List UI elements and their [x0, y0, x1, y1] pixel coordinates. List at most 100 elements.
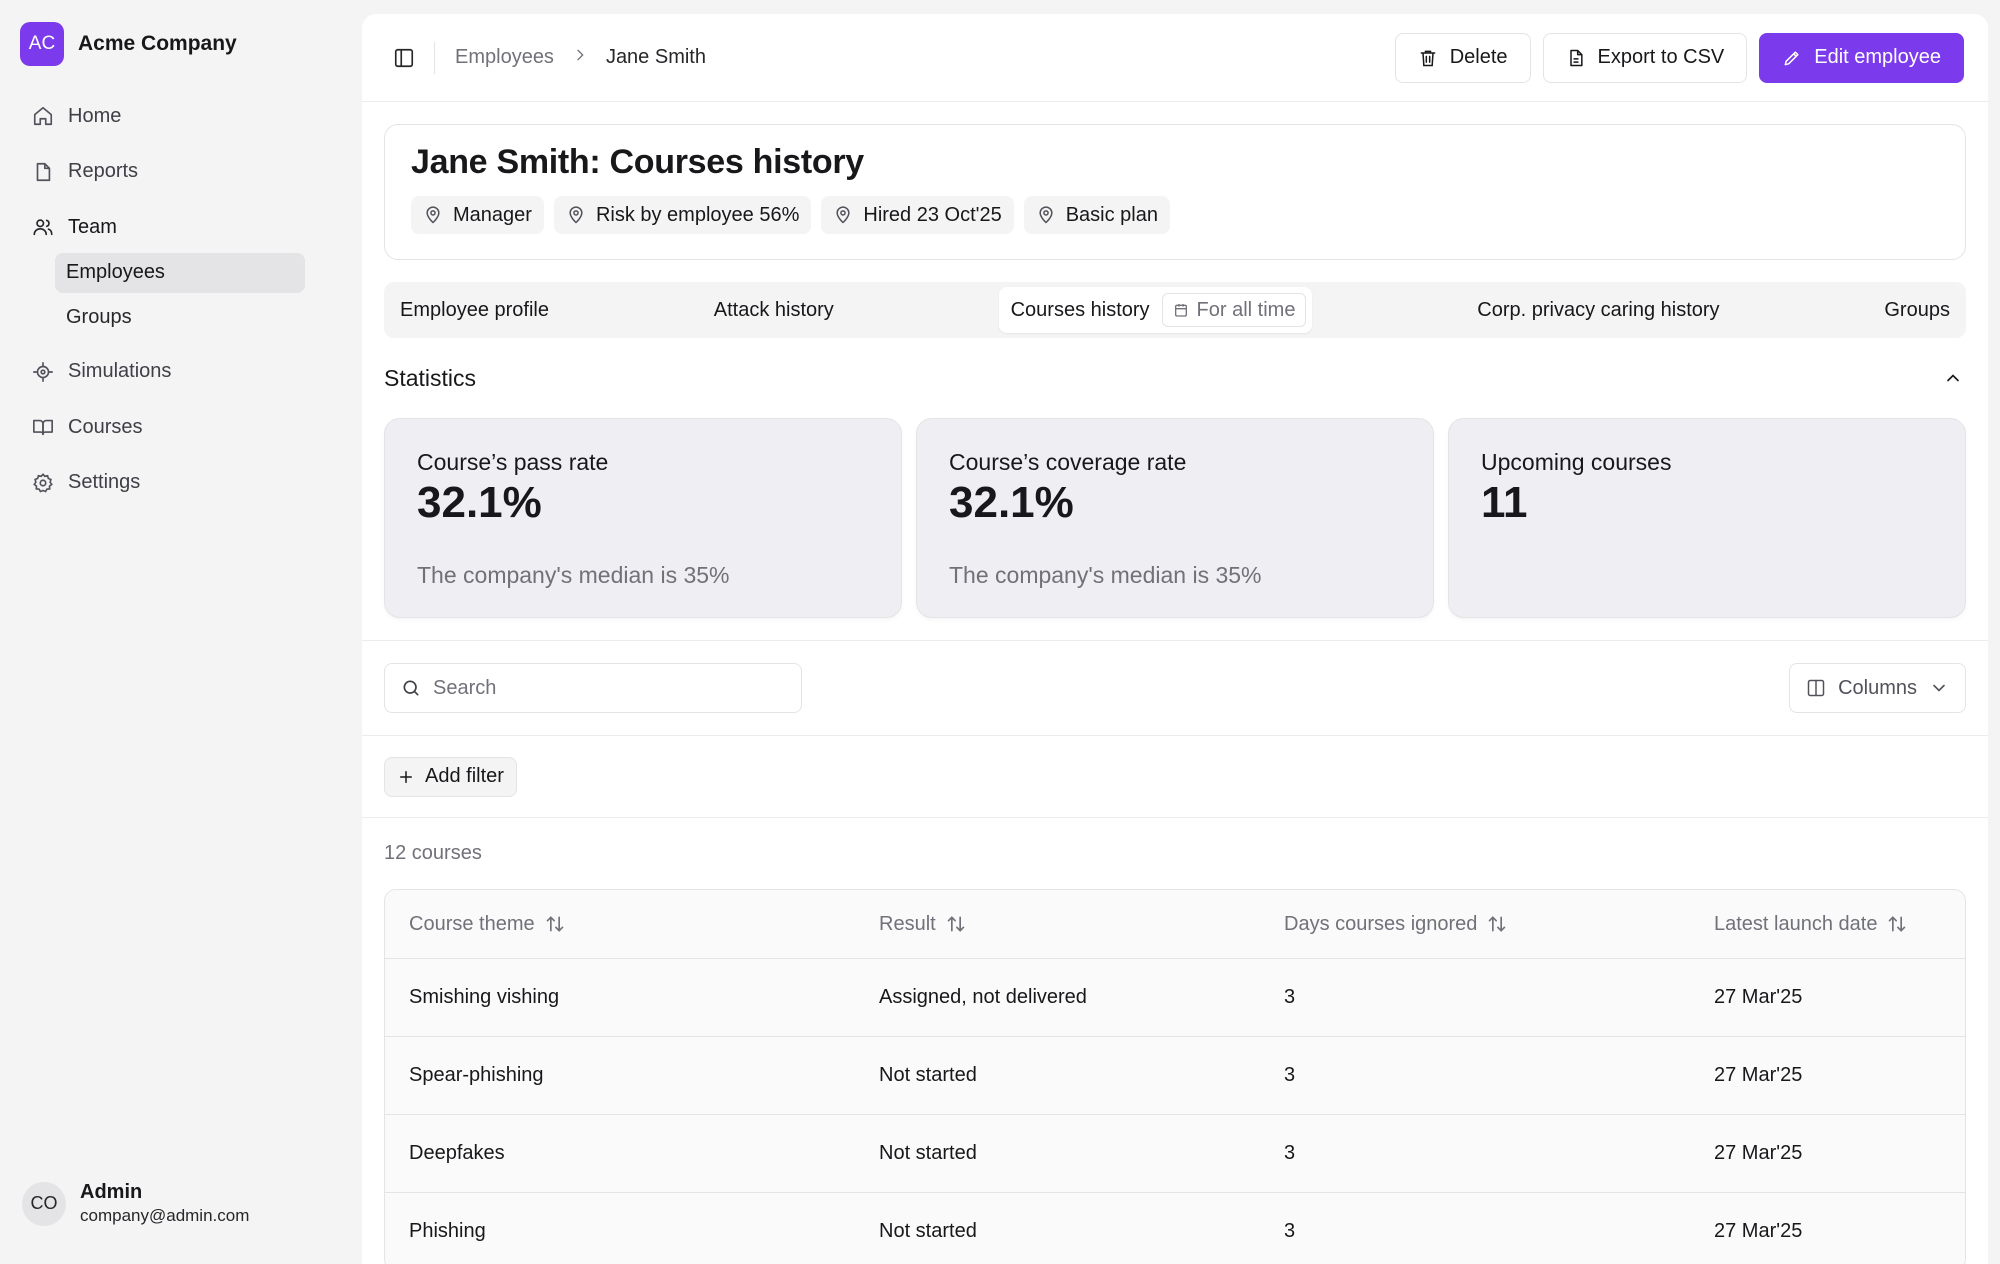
nav-team-label: Team	[68, 215, 117, 238]
chip-label: Manager	[453, 203, 532, 226]
statistics-title: Statistics	[384, 364, 477, 391]
cell-course-theme: Smishing vishing	[409, 986, 560, 1008]
map-pin-icon	[569, 206, 583, 224]
delete-label: Delete	[1449, 46, 1508, 68]
sort-days-ignored[interactable]: Days courses ignored	[1284, 913, 1714, 936]
cell-days-ignored: 3	[1284, 1220, 1296, 1242]
tab-courses-label: Courses history	[1010, 298, 1150, 321]
nav-simulations-label: Simulations	[68, 360, 172, 382]
stat-subtext: The company's median is 35%	[949, 562, 1262, 588]
cell-launch-date: 27 Mar'25	[1714, 1220, 1803, 1242]
chevron-up-icon	[1947, 374, 1959, 382]
nav-courses[interactable]: Courses	[20, 407, 342, 447]
columns-label: Columns	[1838, 676, 1917, 699]
sort-course-theme[interactable]: Course theme	[409, 913, 879, 936]
chevron-right-icon	[572, 46, 588, 69]
nav-home[interactable]: Home	[20, 96, 342, 136]
employee-header: Jane Smith: Courses history Manager Risk…	[384, 124, 1966, 260]
company-logo: AC	[20, 22, 64, 66]
sort-icon	[1889, 916, 1906, 932]
search-box[interactable]	[384, 663, 802, 713]
column-header: Latest launch date	[1714, 912, 1878, 935]
table-row[interactable]: Phishing Not started 3 27 Mar'25	[385, 1192, 1965, 1264]
sort-latest-launch[interactable]: Latest launch date	[1714, 913, 1965, 936]
divider	[362, 640, 1988, 641]
tab-privacy-history[interactable]: Corp. privacy caring history	[1477, 298, 1720, 321]
stat-card-coverage-rate: Course’s coverage rate 32.1% The company…	[916, 418, 1434, 618]
tab-courses-history[interactable]: Courses history For all time	[998, 287, 1313, 333]
tab-attack-history[interactable]: Attack history	[713, 298, 834, 321]
search-icon	[403, 680, 419, 696]
courses-table: Course theme Result Days courses ignored…	[384, 889, 1966, 1264]
cell-launch-date: 27 Mar'25	[1714, 1142, 1803, 1164]
book-icon	[33, 419, 53, 436]
columns-dropdown[interactable]: Columns	[1789, 663, 1966, 713]
topbar: Employees Jane Smith Delete Export to CS…	[362, 14, 1988, 102]
chip-label: Basic plan	[1065, 203, 1158, 226]
breadcrumb-current: Jane Smith	[605, 46, 706, 68]
statistics-cards: Course’s pass rate 32.1% The company's m…	[384, 418, 1966, 618]
chevron-down-icon	[1933, 684, 1945, 692]
table-row[interactable]: Deepfakes Not started 3 27 Mar'25	[385, 1114, 1965, 1192]
table-row[interactable]: Smishing vishing Assigned, not delivered…	[385, 958, 1965, 1036]
company-switcher[interactable]: AC Acme Company	[20, 20, 342, 68]
sidebar-toggle-button[interactable]	[390, 44, 418, 72]
table-row[interactable]: Spear-phishing Not started 3 27 Mar'25	[385, 1036, 1965, 1114]
trash-icon	[1420, 50, 1436, 66]
stat-label: Course’s pass rate	[417, 449, 609, 475]
panel-left-icon	[394, 48, 414, 67]
sort-result[interactable]: Result	[879, 913, 1284, 936]
search-input[interactable]	[433, 676, 785, 700]
nav-simulations[interactable]: Simulations	[20, 352, 342, 392]
nav-home-label: Home	[68, 104, 122, 127]
add-filter-label: Add filter	[425, 765, 504, 787]
calendar-icon	[1174, 304, 1187, 317]
tab-employee-profile[interactable]: Employee profile	[400, 298, 549, 321]
delete-button[interactable]: Delete	[1394, 32, 1531, 83]
main-nav: Home Reports Team Employees Groups Simul…	[20, 96, 342, 503]
user-menu[interactable]: CO Admin company@admin.com	[22, 1181, 249, 1226]
team-subnav: Employees Groups	[55, 252, 342, 338]
avatar: CO	[22, 1181, 66, 1226]
edit-employee-button[interactable]: Edit employee	[1759, 32, 1964, 83]
cell-launch-date: 27 Mar'25	[1714, 1064, 1803, 1086]
sort-icon	[1489, 916, 1506, 932]
stat-card-pass-rate: Course’s pass rate 32.1% The company's m…	[384, 418, 902, 618]
nav-reports[interactable]: Reports	[20, 152, 342, 192]
stat-value: 32.1%	[417, 478, 542, 527]
cell-days-ignored: 3	[1284, 1142, 1296, 1164]
company-name: Acme Company	[78, 32, 237, 55]
cell-days-ignored: 3	[1284, 1064, 1296, 1086]
column-header: Days courses ignored	[1284, 912, 1478, 935]
tab-groups[interactable]: Groups	[1884, 298, 1950, 321]
map-pin-icon	[1039, 206, 1053, 224]
nav-groups[interactable]: Groups	[66, 306, 132, 328]
edit-label: Edit employee	[1814, 46, 1941, 68]
chip-risk: Risk by employee 56%	[553, 196, 812, 234]
plus-icon	[400, 770, 412, 783]
chip-hired: Hired 23 Oct'25	[821, 196, 1014, 234]
result-count: 12 courses	[362, 817, 1988, 889]
breadcrumb-employees[interactable]: Employees	[455, 46, 554, 68]
export-label: Export to CSV	[1597, 46, 1725, 68]
date-range-picker[interactable]: For all time	[1161, 293, 1307, 327]
add-filter-button[interactable]: Add filter	[384, 756, 517, 797]
export-csv-button[interactable]: Export to CSV	[1542, 32, 1748, 83]
stat-subtext: The company's median is 35%	[417, 562, 730, 588]
nav-settings-label: Settings	[68, 471, 141, 493]
map-pin-icon	[426, 206, 440, 224]
nav-team[interactable]: Team	[20, 207, 342, 247]
breadcrumb: Employees Jane Smith	[455, 46, 706, 69]
user-email: company@admin.com	[80, 1206, 250, 1225]
sort-icon	[947, 916, 965, 932]
sidebar: AC Acme Company Home Reports Team Employ…	[0, 0, 362, 1250]
cell-course-theme: Spear-phishing	[409, 1064, 544, 1086]
nav-settings[interactable]: Settings	[20, 463, 342, 503]
file-icon	[36, 162, 51, 181]
cell-course-theme: Phishing	[409, 1220, 486, 1242]
filter-row: Add filter	[362, 735, 1988, 817]
chip-role: Manager	[411, 196, 544, 234]
nav-employees[interactable]: Employees	[55, 252, 305, 293]
collapse-statistics-button[interactable]	[1940, 365, 1966, 391]
chip-plan: Basic plan	[1023, 196, 1170, 234]
